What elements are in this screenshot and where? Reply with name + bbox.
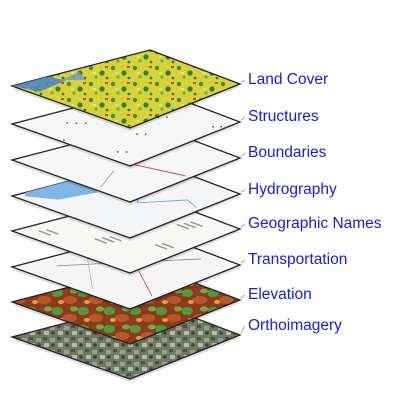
connector-elevation bbox=[240, 294, 246, 299]
label-geographic-names: Geographic Names bbox=[248, 215, 382, 232]
label-orthoimagery: Orthoimagery bbox=[248, 317, 342, 334]
label-connectors bbox=[240, 79, 246, 334]
layer-sheets bbox=[9, 49, 242, 382]
connector-transportation bbox=[240, 259, 246, 264]
label-transportation: Transportation bbox=[248, 251, 348, 268]
connector-hydrography bbox=[240, 189, 246, 193]
label-hydrography: Hydrography bbox=[248, 181, 337, 198]
label-boundaries: Boundaries bbox=[248, 144, 327, 161]
label-elevation: Elevation bbox=[248, 286, 312, 303]
connector-structures bbox=[240, 116, 246, 121]
connector-landcover bbox=[240, 79, 246, 83]
connector-names bbox=[240, 223, 246, 228]
label-structures: Structures bbox=[248, 108, 319, 125]
layer-sheet-landcover bbox=[9, 49, 242, 131]
connector-orthoimagery bbox=[240, 325, 246, 334]
connector-boundaries bbox=[240, 152, 246, 157]
label-land-cover: Land Cover bbox=[248, 71, 329, 88]
